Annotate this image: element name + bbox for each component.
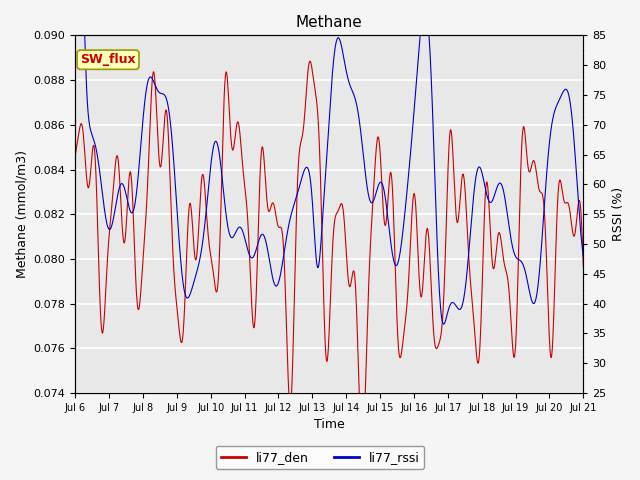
li77_den [305,62,312,68]
Line: li77_rssi: li77_rssi [75,36,583,324]
li77_rssi [440,321,447,327]
li77_rssi [472,175,479,181]
Text: SW_flux: SW_flux [80,53,136,66]
li77_den [565,204,573,209]
li77_den [71,153,79,159]
Y-axis label: Methane (mmol/m3): Methane (mmol/m3) [15,150,28,278]
li77_rssi [72,33,79,38]
li77_den [565,203,573,208]
li77_rssi [565,92,573,98]
Legend: li77_den, li77_rssi: li77_den, li77_rssi [216,446,424,469]
Y-axis label: RSSI (%): RSSI (%) [612,187,625,241]
li77_den [358,445,366,451]
li77_rssi [579,253,587,259]
li77_den [97,321,105,326]
li77_rssi [71,33,79,39]
li77_den [319,250,326,256]
li77_rssi [305,169,313,175]
li77_den [472,344,479,349]
Title: Methane: Methane [296,15,363,30]
li77_den [579,264,587,270]
Line: li77_den: li77_den [75,61,583,448]
li77_rssi [319,217,326,223]
li77_rssi [565,94,573,99]
li77_rssi [97,182,105,188]
X-axis label: Time: Time [314,419,344,432]
li77_den [306,59,314,64]
